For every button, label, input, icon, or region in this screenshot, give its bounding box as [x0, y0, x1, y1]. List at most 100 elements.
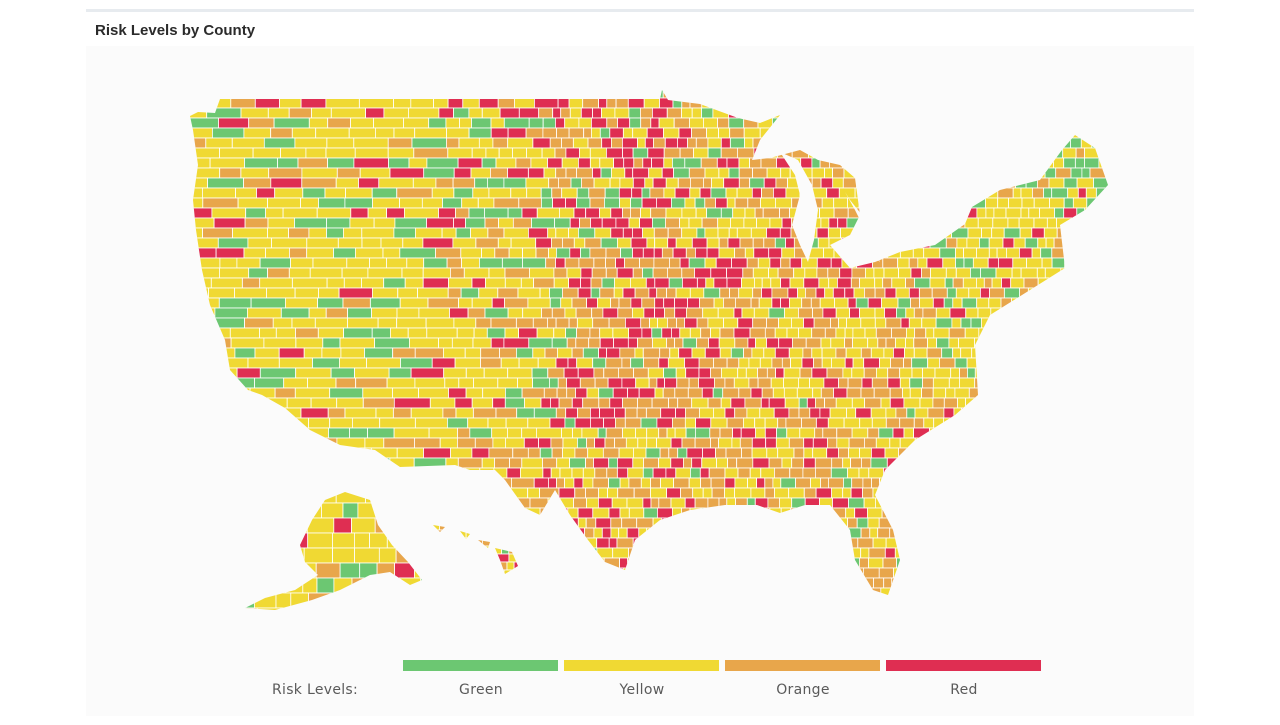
county-cell-orange [713, 357, 728, 369]
county-cell-green [564, 417, 576, 429]
county-cell-yellow [828, 147, 845, 159]
county-cell-orange [606, 97, 617, 109]
county-cell-red [769, 587, 779, 595]
county-cell-yellow [920, 197, 932, 209]
county-cell-orange [451, 569, 464, 574]
county-cell-green [446, 417, 469, 429]
county-cell-yellow [1036, 267, 1046, 279]
county-cell-yellow [647, 367, 664, 379]
county-cell-yellow [586, 497, 599, 509]
county-cell-yellow [952, 137, 967, 149]
county-cell-orange [553, 267, 568, 279]
county-cell-orange [741, 447, 753, 459]
county-cell-yellow [367, 587, 399, 595]
county-cell-yellow [816, 117, 828, 129]
county-cell-green [1069, 107, 1087, 119]
county-cell-yellow [1005, 557, 1019, 569]
county-cell-orange [629, 90, 642, 99]
county-cell-red [632, 167, 650, 179]
county-cell-yellow [995, 167, 1005, 179]
county-cell-yellow [190, 387, 218, 399]
county-cell-orange [930, 197, 946, 209]
county-cell-orange [995, 407, 1012, 419]
county-cell-red [778, 337, 793, 349]
county-cell-green [668, 277, 683, 289]
county-cell-red [968, 457, 984, 469]
county-cell-yellow [786, 427, 801, 439]
county-cell-yellow [339, 337, 375, 349]
county-cell-orange [676, 377, 690, 389]
county-cell-orange [538, 107, 554, 119]
county-cell-green [1015, 177, 1027, 189]
county-cell-orange [727, 457, 737, 469]
county-cell-yellow [1020, 187, 1033, 199]
county-cell-yellow [704, 227, 719, 239]
county-cell-green [1031, 137, 1047, 149]
county-cell-green [600, 167, 612, 179]
county-cell-yellow [453, 553, 465, 563]
county-cell-yellow [830, 337, 845, 349]
county-cell-yellow [1076, 177, 1094, 189]
county-cell-red [770, 97, 786, 109]
county-cell-red [386, 207, 405, 219]
county-cell-orange [307, 437, 338, 449]
county-cell-green [554, 217, 571, 229]
county-cell-yellow [906, 517, 921, 529]
county-cell-orange [764, 327, 776, 339]
county-cell-green [551, 337, 568, 349]
county-cell-orange [484, 217, 500, 229]
county-cell-orange [875, 327, 892, 339]
county-cell-yellow [407, 107, 440, 119]
county-cell-red [473, 507, 493, 519]
county-cell-orange [718, 237, 729, 249]
county-cell-yellow [276, 437, 309, 449]
county-cell-red [652, 467, 667, 479]
county-cell-yellow [953, 147, 964, 159]
county-cell-orange [674, 337, 684, 349]
county-cell-orange [931, 287, 948, 299]
county-cell-yellow [666, 427, 676, 439]
county-cell-yellow [665, 207, 683, 219]
county-cell-orange [905, 487, 918, 499]
county-cell-orange [512, 217, 532, 229]
county-cell-green [327, 157, 355, 169]
county-cell-yellow [1045, 237, 1055, 249]
county-cell-yellow [1008, 197, 1023, 209]
county-cell-yellow [828, 227, 842, 239]
county-cell-orange [687, 137, 697, 149]
county-cell-yellow [433, 497, 455, 509]
county-cell-yellow [827, 417, 845, 429]
legend-label-green: Green [459, 682, 503, 698]
county-cell-red [1099, 417, 1108, 429]
county-cell-red [732, 427, 742, 439]
county-cell-green [347, 307, 373, 319]
county-cell-yellow [433, 97, 449, 109]
county-cell-orange [861, 587, 872, 595]
county-cell-yellow [898, 157, 915, 169]
county-cell-red [482, 525, 494, 531]
county-cell-red [479, 587, 495, 595]
county-cell-yellow [397, 287, 418, 299]
county-cell-green [549, 377, 559, 389]
county-cell-yellow [882, 207, 898, 219]
county-cell-yellow [998, 137, 1010, 149]
county-cell-yellow [1056, 217, 1073, 229]
county-cell-yellow [783, 367, 801, 379]
county-cell-red [609, 397, 623, 409]
county-cell-red [850, 487, 863, 499]
county-cell-orange [376, 562, 396, 579]
county-cell-yellow [421, 532, 422, 549]
county-cell-yellow [1054, 587, 1071, 595]
county-cell-yellow [867, 167, 881, 179]
county-cell-yellow [716, 457, 728, 469]
county-cell-yellow [899, 127, 914, 139]
county-cell-yellow [1084, 427, 1094, 439]
county-cell-orange [881, 598, 896, 608]
county-cell-yellow [967, 527, 978, 539]
county-cell-yellow [956, 157, 972, 169]
county-cell-yellow [478, 287, 499, 299]
county-cell-yellow [960, 467, 978, 479]
county-cell-yellow [1046, 487, 1056, 499]
county-cell-green [926, 217, 939, 229]
county-cell-yellow [1017, 477, 1032, 489]
